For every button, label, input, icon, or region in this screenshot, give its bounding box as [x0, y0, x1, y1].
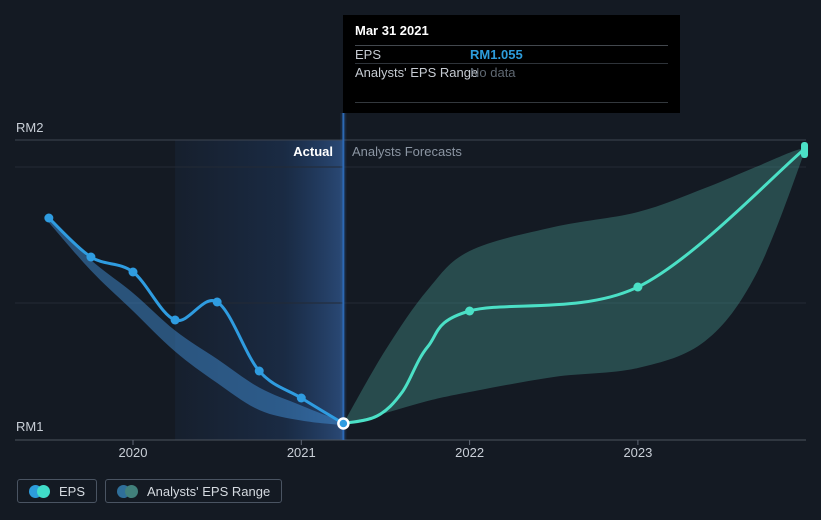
tooltip-date: Mar 31 2021 [355, 23, 668, 46]
x-tick-label-2020: 2020 [119, 445, 148, 460]
chart-legend: EPS Analysts' EPS Range [17, 479, 283, 503]
forecast-region-label: Analysts Forecasts [352, 144, 462, 159]
eps-data-point[interactable] [254, 366, 264, 376]
tooltip-eps-value: RM1.055 [470, 47, 523, 62]
legend-label-eps: EPS [59, 483, 86, 499]
legend-button-eps[interactable]: EPS [17, 479, 98, 503]
analysts-range-forecast-band [343, 146, 807, 424]
actual-region-label: Actual [293, 144, 333, 159]
legend-label-analysts-eps-range: Analysts' EPS Range [147, 483, 271, 499]
y-axis-label-rm2: RM2 [16, 120, 43, 135]
eps-line-actual [47, 216, 345, 425]
eps-data-point[interactable] [44, 213, 54, 223]
x-tick-label-2022: 2022 [455, 445, 484, 460]
x-tick-label-2023: 2023 [623, 445, 652, 460]
tooltip-bottom-rule [355, 102, 668, 107]
y-axis-label-rm1: RM1 [16, 419, 43, 434]
eps-data-point[interactable] [128, 267, 138, 277]
hovered-data-point[interactable] [337, 417, 350, 430]
eps-data-point[interactable] [212, 297, 222, 307]
eps-line-forecast [341, 147, 806, 425]
eps-series-icon [29, 484, 50, 498]
tooltip-range-label: Analysts' EPS Range [355, 65, 479, 80]
x-tick-label-2021: 2021 [287, 445, 316, 460]
eps-data-point[interactable] [170, 315, 180, 325]
tooltip-range-value: No data [470, 65, 516, 80]
forecast-end-cap [801, 142, 809, 158]
eps-data-point[interactable] [296, 393, 306, 403]
tooltip-eps-label: EPS [355, 47, 382, 62]
forecast-data-point[interactable] [465, 306, 475, 316]
tooltip-eps-row: EPS RM1.055 [355, 46, 668, 64]
analysts-range-series-icon [117, 484, 139, 498]
chart-tooltip: Mar 31 2021 EPS RM1.055 Analysts' EPS Ra… [343, 15, 680, 113]
tooltip-range-row: Analysts' EPS Range No data [355, 64, 668, 81]
forecast-data-point[interactable] [633, 282, 643, 292]
eps-data-point[interactable] [86, 252, 96, 262]
legend-button-analysts-eps-range[interactable]: Analysts' EPS Range [105, 479, 283, 503]
